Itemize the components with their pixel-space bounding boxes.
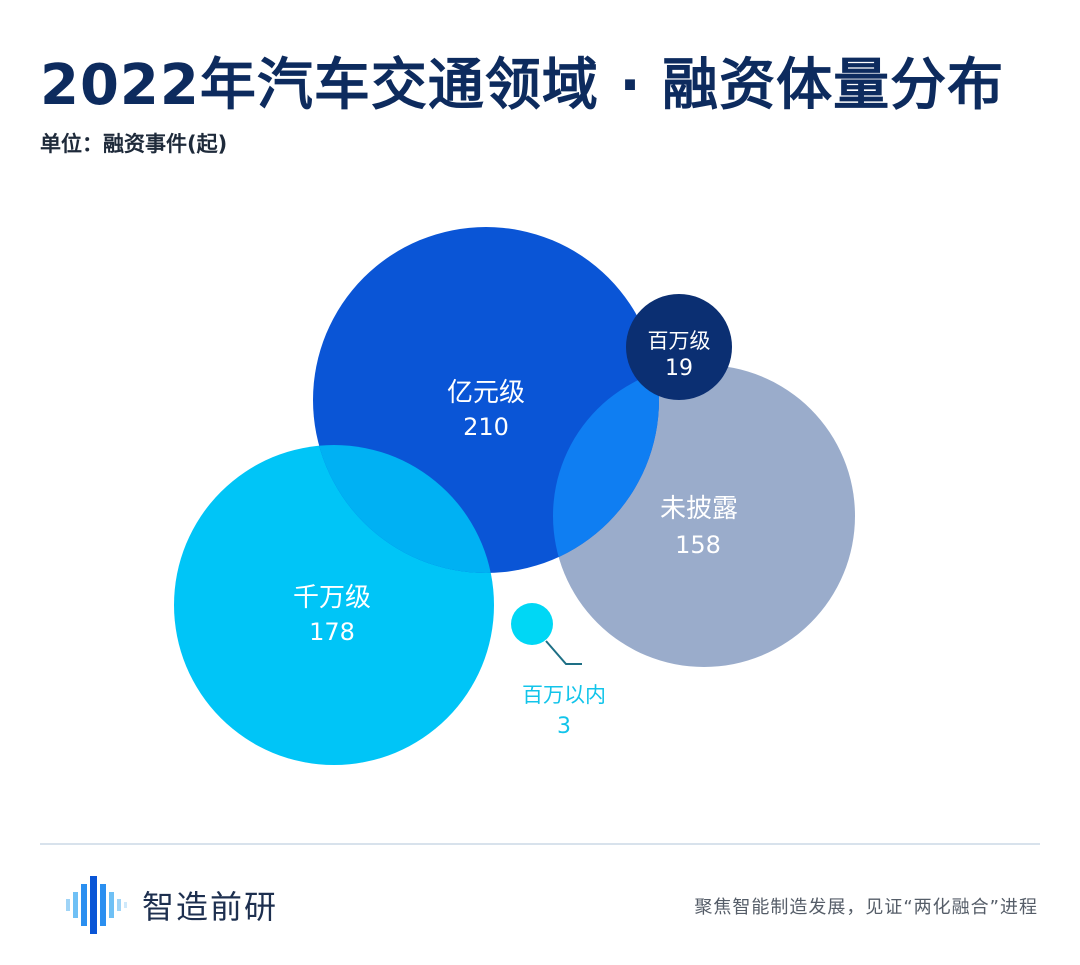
label-baiwanji-value: 19 <box>665 356 693 381</box>
label-baiwanyinei-value: 3 <box>557 714 571 739</box>
label-qianwanji-value: 178 <box>309 618 355 646</box>
leader-line <box>545 640 582 665</box>
bubble-baiwanji <box>626 294 732 400</box>
unit-label: 单位：融资事件(起) <box>40 132 228 156</box>
page-title: 2022年汽车交通领域 · 融资体量分布 <box>40 53 1005 118</box>
footer-divider <box>40 843 1040 845</box>
overlap-yi-wei <box>553 365 659 573</box>
label-qianwanji-name: 千万级 <box>293 583 371 613</box>
label-weipilu-value: 158 <box>675 531 721 559</box>
label-baiwanyinei-name: 百万以内 <box>522 683 606 707</box>
overlap-yi-qian <box>313 445 494 573</box>
label-yiyuanji-name: 亿元级 <box>447 378 525 408</box>
label-baiwanji-name: 百万级 <box>648 329 711 353</box>
bubble-chart: 亿元级 210 千万级 178 未披露 158 百万级 19 百万以内 3 <box>174 227 855 765</box>
brand-name: 智造前研 <box>142 888 279 926</box>
label-weipilu-name: 未披露 <box>660 494 738 524</box>
footer-slogan: 聚焦智能制造发展，见证“两化融合”进程 <box>694 897 1038 918</box>
label-yiyuanji-value: 210 <box>463 413 509 441</box>
brand-logo-icon <box>66 876 127 934</box>
brand: 智造前研 <box>64 870 278 940</box>
bubble-baiwanyinei <box>511 603 553 645</box>
